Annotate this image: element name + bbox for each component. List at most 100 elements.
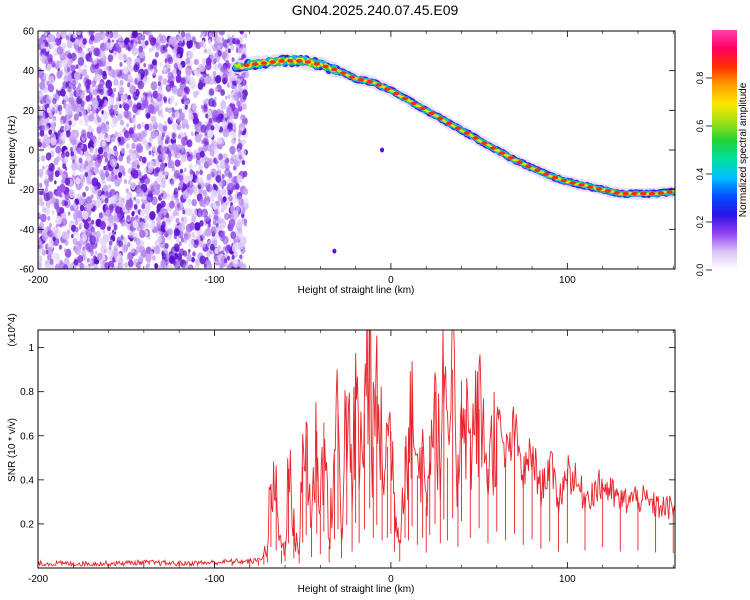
noise-speck — [102, 89, 109, 98]
noise-speck — [194, 258, 200, 265]
noise-speck — [174, 159, 181, 167]
noise-speck — [192, 115, 198, 122]
noise-speck — [229, 130, 235, 138]
noise-speck — [206, 216, 210, 222]
colorbar-tick-label: 0.2 — [695, 216, 705, 229]
noise-speck — [100, 264, 106, 269]
noise-speck — [137, 155, 141, 160]
noise-speck — [161, 252, 167, 260]
noise-speck — [224, 168, 231, 177]
noise-speck — [85, 264, 90, 269]
noise-speck — [173, 68, 177, 74]
noise-speck — [174, 170, 178, 175]
noise-speck — [83, 114, 90, 123]
noise-speck — [200, 104, 204, 110]
noise-speck — [239, 129, 243, 135]
noise-speck — [150, 130, 157, 140]
noise-speck — [103, 144, 110, 153]
noise-speck — [207, 222, 211, 228]
noise-speck — [140, 209, 145, 217]
noise-speck — [178, 241, 182, 247]
noise-speck — [182, 175, 190, 184]
noise-speck — [204, 156, 209, 163]
noise-speck — [188, 113, 194, 121]
noise-speck — [243, 188, 249, 196]
noise-speck — [87, 216, 92, 222]
noise-speck — [56, 70, 63, 79]
noise-speck — [228, 195, 233, 202]
noise-speck — [95, 198, 102, 208]
noise-speck — [77, 46, 83, 54]
noise-speck — [67, 67, 70, 72]
noise-speck — [54, 202, 60, 210]
noise-speck — [204, 131, 208, 136]
noise-speck — [143, 215, 149, 223]
noise-speck — [62, 80, 69, 89]
noise-speck — [156, 236, 162, 244]
noise-speck — [227, 94, 231, 100]
noise-speck — [180, 31, 186, 38]
noise-speck — [236, 78, 241, 85]
noise-speck — [137, 164, 140, 169]
noise-speck — [211, 189, 218, 199]
noise-speck — [204, 120, 208, 126]
noise-speck — [229, 73, 235, 80]
spectrogram-x-axis-label: Height of straight line (km) — [298, 285, 415, 296]
noise-speck — [182, 95, 188, 102]
noise-speck — [237, 100, 243, 108]
noise-speck — [119, 86, 125, 94]
noise-speck — [167, 79, 170, 84]
noise-speck — [227, 189, 232, 196]
noise-speck — [154, 245, 161, 255]
noise-speck — [91, 99, 99, 109]
noise-speck — [188, 187, 194, 195]
noise-speck — [137, 123, 142, 130]
noise-speck — [174, 111, 180, 119]
noise-speck — [212, 154, 215, 160]
trace-peak — [666, 190, 673, 194]
noise-speck — [158, 212, 163, 219]
noise-speck — [123, 103, 130, 111]
noise-speck — [200, 183, 205, 189]
noise-speck — [90, 157, 94, 163]
noise-speck — [214, 208, 221, 217]
noise-speck — [171, 173, 178, 182]
noise-speck — [216, 164, 220, 170]
noise-speck — [158, 139, 163, 146]
noise-speck — [107, 188, 111, 193]
noise-speck — [72, 170, 76, 176]
noise-speck — [114, 174, 118, 180]
noise-speck — [170, 95, 175, 102]
noise-speck — [216, 57, 221, 63]
noise-speck — [45, 201, 51, 209]
noise-speck — [75, 64, 79, 69]
y-tick-label: 60 — [23, 27, 35, 38]
noise-speck — [136, 262, 141, 269]
noise-speck — [214, 209, 219, 216]
noise-speck — [104, 157, 109, 163]
noise-speck — [229, 262, 233, 268]
noise-speck — [104, 170, 110, 178]
noise-speck — [65, 106, 72, 116]
noise-speck — [137, 80, 145, 90]
noise-speck — [181, 98, 184, 103]
noise-speck — [109, 45, 113, 51]
noise-speck — [235, 79, 239, 85]
noise-speck — [89, 139, 93, 145]
noise-speck — [143, 63, 146, 68]
noise-speck — [140, 121, 145, 128]
noise-speck — [165, 43, 168, 48]
noise-speck — [203, 137, 209, 147]
spectrogram-plot-area — [38, 31, 675, 269]
noise-speck — [230, 44, 235, 51]
noise-speck — [128, 127, 134, 135]
noise-speck — [204, 263, 207, 268]
noise-speck — [61, 192, 64, 197]
noise-speck — [194, 188, 198, 193]
noise-speck — [180, 237, 185, 243]
x-tick-label: 100 — [559, 275, 576, 286]
noise-speck — [51, 62, 56, 68]
noise-speck — [214, 97, 217, 102]
noise-speck — [118, 34, 122, 39]
noise-speck — [224, 212, 230, 221]
